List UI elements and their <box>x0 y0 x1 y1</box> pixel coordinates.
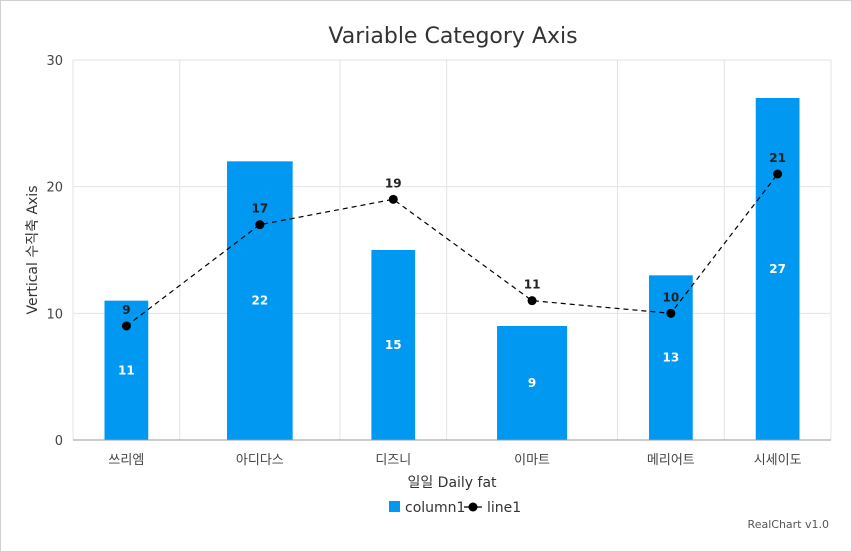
line-path-line1 <box>126 173 779 327</box>
line-point-line1 <box>527 296 537 306</box>
line-point-line1 <box>773 169 783 179</box>
bar-column1 <box>648 275 693 440</box>
x-tick-label: 쓰리엠 <box>108 453 144 468</box>
x-tick-label: 메리어트 <box>647 453 695 468</box>
line-value-label: 21 <box>769 151 786 165</box>
legend-marker-line1 <box>468 502 478 512</box>
line-value-label: 19 <box>385 176 402 190</box>
bar-value-label: 22 <box>251 294 268 308</box>
x-tick-label: 시세이도 <box>754 453 802 468</box>
y-tick-label: 10 <box>46 307 63 322</box>
chart-title: Variable Category Axis <box>328 24 577 49</box>
line-point-line1 <box>255 220 265 230</box>
x-axis-title: 일일 Daily fat <box>407 475 497 491</box>
y-tick-label: 20 <box>46 181 63 196</box>
legend-label-line1: line1 <box>487 500 521 516</box>
bar-value-label: 15 <box>385 338 402 352</box>
y-tick-label: 30 <box>46 54 63 69</box>
x-tick-label: 아디다스 <box>236 453 284 468</box>
line-value-label: 10 <box>663 290 680 304</box>
bar-value-label: 11 <box>118 363 135 377</box>
line-point-line1 <box>121 321 131 331</box>
legend-swatch-column1 <box>389 501 400 512</box>
line-value-label: 11 <box>524 278 541 292</box>
line-value-label: 17 <box>251 202 268 216</box>
bar-value-label: 27 <box>769 262 786 276</box>
bar-column1 <box>755 98 800 440</box>
x-tick-label: 디즈니 <box>375 453 411 468</box>
legend-item-line1[interactable]: line1 <box>464 500 521 516</box>
y-axis-title: Vertical 수직축 Axis <box>25 186 41 315</box>
data-labels: 11 22 15 9 13 27 9 17 19 11 10 21 <box>118 151 786 390</box>
bar-column1 <box>371 250 416 440</box>
grid <box>72 59 832 441</box>
line-point-line1 <box>666 308 676 318</box>
bar-column1 <box>497 326 568 440</box>
legend[interactable]: column1 line1 <box>389 500 521 516</box>
credit-label: RealChart v1.0 <box>748 518 829 531</box>
line-point-line1 <box>388 194 398 204</box>
y-tick-label: 0 <box>55 434 63 449</box>
legend-item-column1[interactable]: column1 <box>389 500 465 516</box>
x-tick-label: 이마트 <box>514 453 550 468</box>
bar-column1 <box>227 161 293 441</box>
axes: 0 10 20 30 쓰리엠 아디다스 디즈니 이마트 메리어트 시세이도 <box>46 54 831 468</box>
bar-value-label: 9 <box>528 376 536 390</box>
bar-value-label: 13 <box>663 351 680 365</box>
line-value-label: 9 <box>122 303 130 317</box>
legend-label-column1: column1 <box>405 500 465 516</box>
bars <box>104 98 800 441</box>
line-series <box>121 169 783 331</box>
